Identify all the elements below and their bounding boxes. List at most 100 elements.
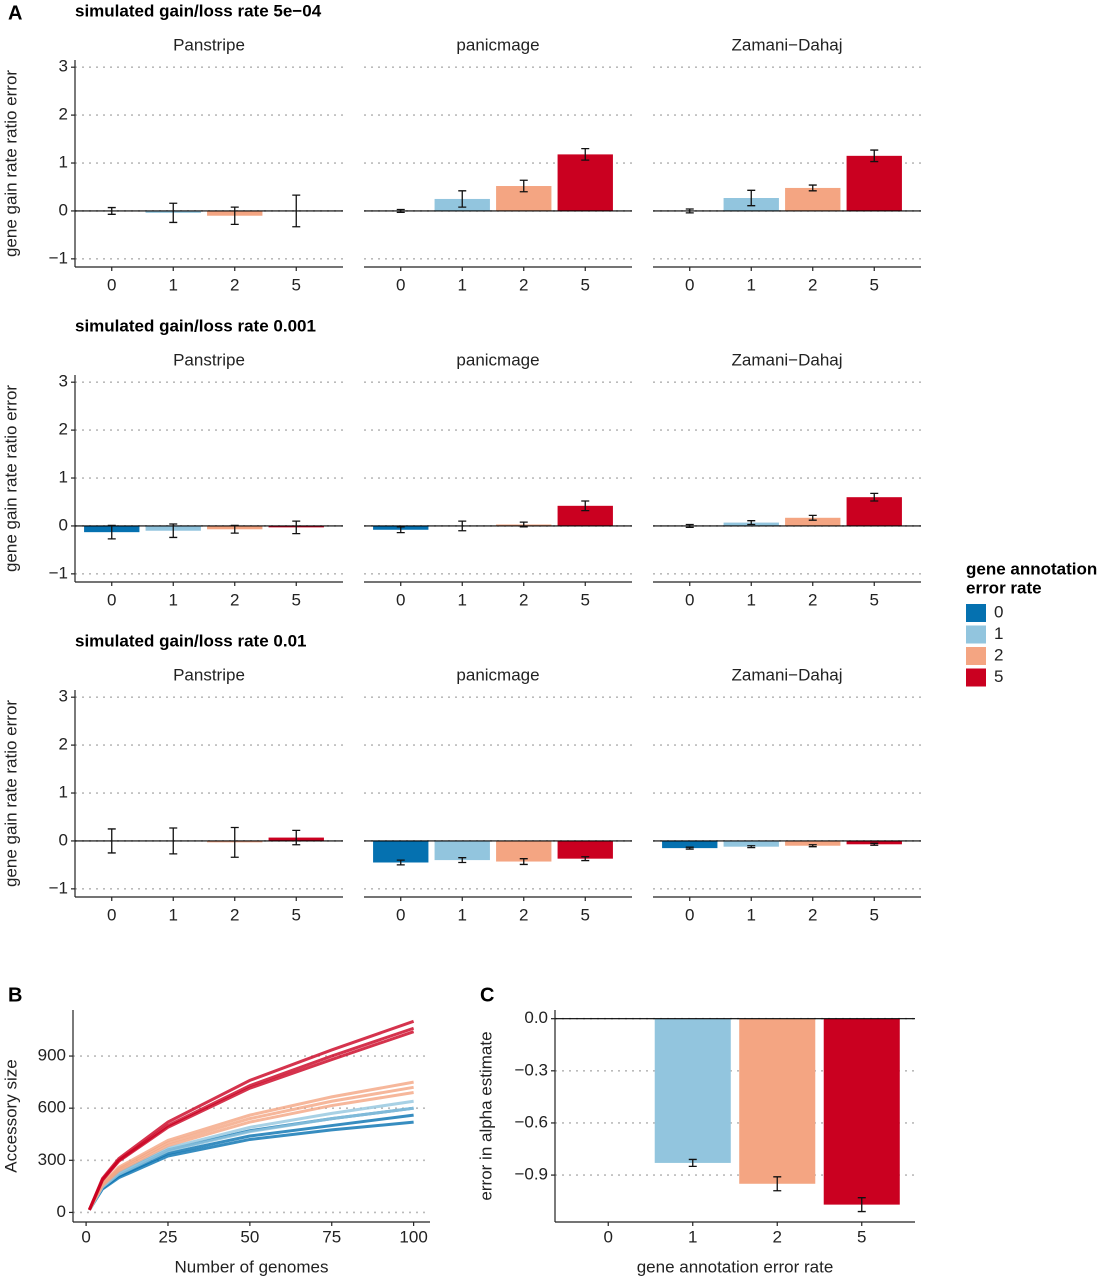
y-tick-label: 0.0 <box>524 1008 548 1027</box>
x-tick-label: 5 <box>870 905 879 924</box>
y-tick-label: 0 <box>59 515 68 534</box>
bar <box>662 840 718 849</box>
error-bar <box>870 492 879 502</box>
error-bar <box>230 524 239 534</box>
facet-title: Zamani−Dahaj <box>731 350 842 369</box>
facet-title: Zamani−Dahaj <box>731 665 842 684</box>
facet-title: Panstripe <box>173 350 245 369</box>
y-tick-label: 1 <box>59 468 68 487</box>
facet-title: panicmage <box>456 665 539 684</box>
y-axis-label: gene gain rate ratio error <box>1 70 20 257</box>
y-tick-label: 1 <box>59 783 68 802</box>
x-axis-label: Number of genomes <box>174 1257 328 1276</box>
error-bar <box>107 828 116 854</box>
x-tick-label: 1 <box>747 275 756 294</box>
error-bar <box>519 858 528 866</box>
error-bar <box>396 208 405 214</box>
error-bar <box>458 520 467 532</box>
y-tick-label: −0.6 <box>514 1112 548 1131</box>
x-tick-label: 2 <box>230 590 239 609</box>
y-tick-label: 3 <box>59 57 68 76</box>
panel-label: C <box>480 984 494 1006</box>
row-title: simulated gain/loss rate 0.01 <box>75 631 306 650</box>
x-tick-label: 2 <box>230 905 239 924</box>
series-line <box>88 1030 415 1211</box>
bar <box>785 187 841 211</box>
bar <box>739 1018 816 1184</box>
error-bar <box>519 179 528 193</box>
y-tick-label: 0 <box>59 830 68 849</box>
x-tick-label: 1 <box>169 905 178 924</box>
bar <box>723 840 779 847</box>
y-tick-label: 2 <box>59 420 68 439</box>
error-bar <box>169 202 178 224</box>
y-tick-label: 0 <box>57 1202 66 1221</box>
y-tick-label: 0 <box>59 200 68 219</box>
y-tick-label: −0.3 <box>514 1060 548 1079</box>
x-tick-label: 1 <box>458 275 467 294</box>
bar <box>496 840 552 862</box>
x-tick-label: 50 <box>240 1227 259 1246</box>
error-bar <box>808 844 817 848</box>
legend-label: 5 <box>994 667 1003 686</box>
error-bar <box>107 524 116 540</box>
x-tick-label: 0 <box>81 1227 90 1246</box>
x-tick-label: 2 <box>519 905 528 924</box>
x-tick-label: 2 <box>808 590 817 609</box>
x-tick-label: 75 <box>322 1227 341 1246</box>
y-axis-label: gene gain rate ratio error <box>1 700 20 887</box>
x-tick-label: 1 <box>169 590 178 609</box>
y-tick-label: −1 <box>49 563 68 582</box>
error-bar <box>169 523 178 539</box>
y-tick-label: 2 <box>59 735 68 754</box>
legend-swatch <box>966 604 986 622</box>
x-tick-label: 0 <box>396 275 405 294</box>
y-axis-label: error in alpha estimate <box>476 1031 495 1200</box>
y-tick-label: 2 <box>59 105 68 124</box>
legend-swatch <box>966 625 986 644</box>
error-bar <box>773 1176 782 1192</box>
legend-label: 0 <box>994 602 1003 621</box>
bar <box>846 840 902 845</box>
y-tick-label: −1 <box>49 878 68 897</box>
y-tick-label: −1 <box>49 248 68 267</box>
y-tick-label: 3 <box>59 687 68 706</box>
facet-title: Panstripe <box>173 665 245 684</box>
error-bar <box>581 500 590 512</box>
x-tick-label: 100 <box>399 1227 427 1246</box>
facet-title: panicmage <box>456 350 539 369</box>
y-axis-label: gene gain rate ratio error <box>1 385 20 572</box>
bar <box>823 1018 900 1205</box>
legend-label: 1 <box>994 624 1003 643</box>
error-bar <box>458 857 467 864</box>
x-tick-label: 0 <box>107 905 116 924</box>
x-tick-label: 0 <box>396 590 405 609</box>
x-tick-label: 0 <box>107 590 116 609</box>
panel-label: A <box>8 2 22 24</box>
x-tick-label: 5 <box>857 1227 866 1246</box>
x-tick-label: 2 <box>808 275 817 294</box>
error-bar <box>870 149 879 163</box>
bar <box>434 840 490 861</box>
x-tick-label: 1 <box>688 1227 697 1246</box>
legend-title: gene annotation <box>966 559 1097 578</box>
x-tick-label: 5 <box>581 275 590 294</box>
row-title: simulated gain/loss rate 5e−04 <box>75 1 322 20</box>
x-tick-label: 5 <box>870 590 879 609</box>
error-bar <box>581 147 590 161</box>
x-tick-label: 1 <box>169 275 178 294</box>
y-axis-label: Accessory size <box>1 1059 20 1172</box>
x-tick-label: 0 <box>685 590 694 609</box>
bar <box>846 155 902 211</box>
series-line <box>88 1091 414 1211</box>
y-tick-label: −0.9 <box>514 1165 548 1184</box>
bar <box>557 840 613 859</box>
x-tick-label: 1 <box>458 905 467 924</box>
legend-swatch <box>966 668 986 687</box>
x-tick-label: 0 <box>604 1227 613 1246</box>
x-tick-label: 5 <box>292 905 301 924</box>
error-bar <box>292 829 301 846</box>
error-bar <box>857 1197 866 1213</box>
facet-title: Panstripe <box>173 35 245 54</box>
